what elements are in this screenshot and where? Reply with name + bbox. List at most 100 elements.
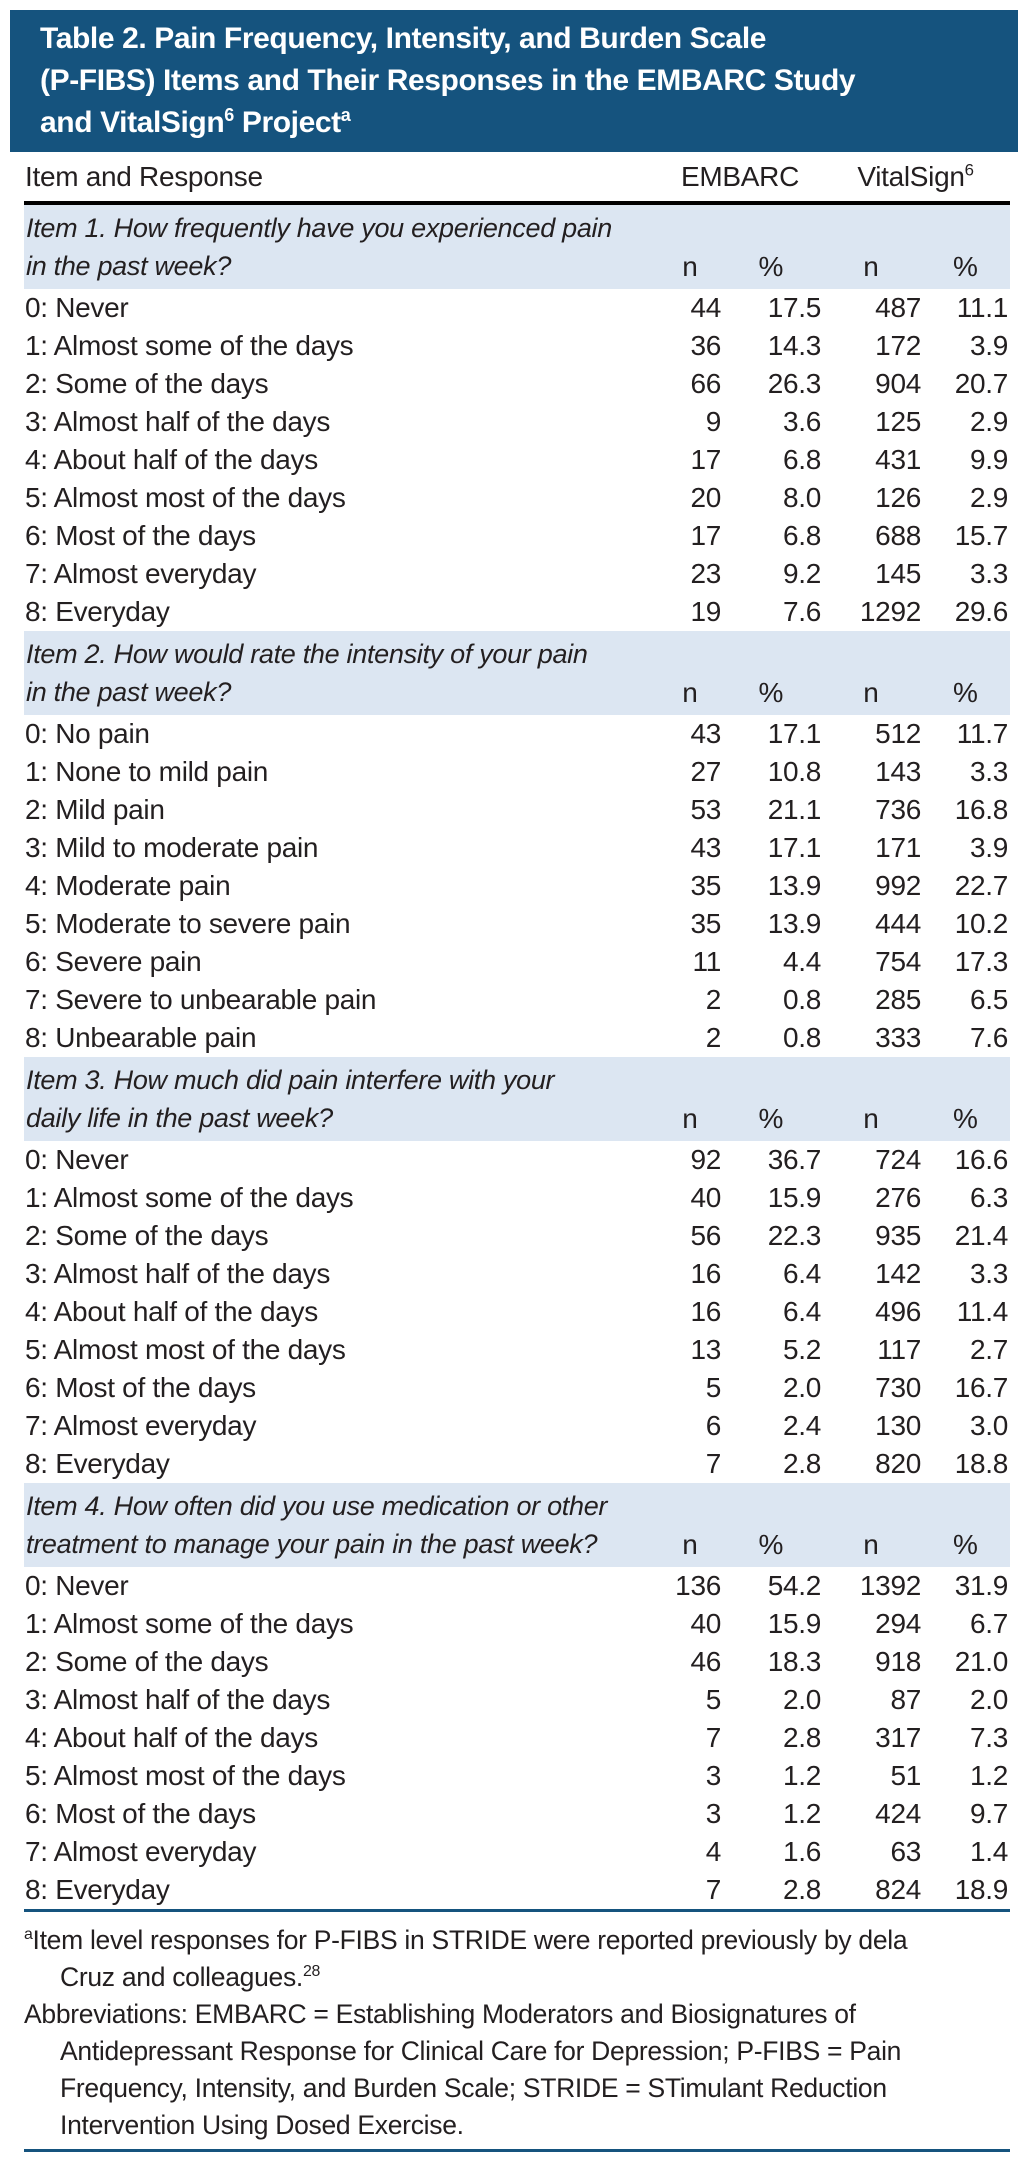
footnote-a: aItem level responses for P-FIBS in STRI… — [24, 1925, 908, 1992]
response-value: 66 — [690, 368, 721, 399]
response-value: 17 — [690, 444, 721, 475]
response-value: 15.9 — [767, 1182, 822, 1213]
response-value: 35 — [690, 870, 721, 901]
response-value: 145 — [875, 558, 921, 589]
response-label: 0: Never — [25, 1570, 129, 1601]
response-value: 6.4 — [782, 1258, 821, 1289]
response-value: 317 — [875, 1722, 921, 1753]
response-value: 2.7 — [969, 1334, 1009, 1365]
response-value: 7.6 — [782, 596, 821, 627]
response-value: 15.7 — [954, 520, 1009, 551]
response-value: 17.1 — [767, 718, 822, 749]
response-row: 6: Most of the days 17 6.8 688 15.7 — [24, 517, 1010, 555]
subcolumn-label: n — [659, 1483, 721, 1567]
response-value: 143 — [875, 756, 921, 787]
response-label: 8: Everyday — [25, 596, 170, 627]
response-row: 8: Everyday 7 2.8 824 18.9 — [24, 1871, 1010, 1909]
pfibs-responses-table: Item and Response EMBARC VitalSign6 Item… — [24, 152, 1011, 1909]
response-value: 2.0 — [782, 1684, 821, 1715]
response-value: 54.2 — [767, 1570, 822, 1601]
response-value: 22.3 — [767, 1220, 822, 1251]
item-question: Item 2. How would rate the intensity of … — [24, 631, 659, 715]
response-value: 17.3 — [954, 946, 1009, 977]
item-question: Item 1. How frequently have you experien… — [24, 203, 659, 289]
response-label: 4: About half of the days — [25, 1722, 318, 1753]
column-header-vitalsign: VitalSign6 — [821, 152, 1011, 205]
response-value: 130 — [875, 1410, 921, 1441]
response-value: 18.9 — [954, 1874, 1009, 1905]
response-value: 2.9 — [969, 406, 1009, 437]
subcolumn-label: % — [721, 631, 821, 715]
response-value: 9 — [705, 406, 722, 437]
response-value: 7.6 — [969, 1022, 1009, 1053]
response-value: 36 — [690, 330, 721, 361]
subcolumn-label: n — [821, 1483, 921, 1567]
response-value: 29.6 — [954, 596, 1009, 627]
response-value: 17.5 — [767, 292, 822, 323]
response-label: 3: Almost half of the days — [25, 406, 331, 437]
response-value: 23 — [690, 558, 721, 589]
response-row: 4: About half of the days 17 6.8 431 9.9 — [24, 441, 1010, 479]
response-value: 142 — [875, 1258, 921, 1289]
response-value: 21.4 — [954, 1220, 1009, 1251]
response-row: 3: Mild to moderate pain 43 17.1 171 3.9 — [24, 829, 1010, 867]
response-row: 5: Almost most of the days 3 1.2 51 1.2 — [24, 1757, 1010, 1795]
response-value: 7 — [705, 1722, 722, 1753]
response-value: 18.3 — [767, 1646, 822, 1677]
response-value: 117 — [877, 1334, 921, 1365]
response-row: 8: Unbearable pain 2 0.8 333 7.6 — [24, 1019, 1010, 1057]
subcolumn-label: % — [921, 1483, 1011, 1567]
response-value: 730 — [875, 1372, 921, 1403]
footnote-marker-a: a — [24, 1926, 33, 1944]
item-question: Item 3. How much did pain interfere with… — [24, 1057, 659, 1141]
response-value: 10.2 — [954, 908, 1009, 939]
response-label: 7: Almost everyday — [25, 1410, 257, 1441]
response-value: 22.7 — [954, 870, 1009, 901]
response-value: 1292 — [859, 596, 921, 627]
response-value: 126 — [875, 482, 921, 513]
response-value: 171 — [875, 832, 921, 863]
vitalsign-superscript-6: 6 — [224, 105, 234, 125]
response-label: 2: Mild pain — [25, 794, 165, 825]
response-value: 444 — [875, 908, 921, 939]
response-value: 35 — [690, 908, 721, 939]
response-value: 3.3 — [969, 558, 1009, 589]
response-row: 1: Almost some of the days 40 15.9 294 6.7 — [24, 1605, 1010, 1643]
response-label: 8: Everyday — [25, 1874, 170, 1905]
response-row: 0: Never 92 36.7 724 16.6 — [24, 1141, 1010, 1179]
response-value: 36.7 — [767, 1144, 822, 1175]
response-row: 5: Almost most of the days 20 8.0 126 2.9 — [24, 479, 1010, 517]
subcolumn-label: n — [659, 631, 721, 715]
response-value: 26.3 — [767, 368, 822, 399]
response-value: 53 — [690, 794, 721, 825]
table-title-line-1: Table 2. Pain Frequency, Intensity, and … — [40, 22, 767, 55]
response-value: 11.4 — [956, 1296, 1009, 1327]
response-value: 6 — [705, 1410, 722, 1441]
response-value: 3.6 — [782, 406, 821, 437]
response-value: 19 — [690, 596, 721, 627]
response-value: 31.9 — [954, 1570, 1009, 1601]
response-value: 13.9 — [767, 908, 822, 939]
response-label: 7: Almost everyday — [25, 1836, 257, 1867]
response-label: 5: Almost most of the days — [25, 1334, 346, 1365]
response-value: 285 — [875, 984, 921, 1015]
response-value: 9.7 — [969, 1798, 1009, 1829]
response-value: 46 — [690, 1646, 721, 1677]
response-value: 172 — [875, 330, 921, 361]
response-row: 6: Most of the days 5 2.0 730 16.7 — [24, 1369, 1010, 1407]
response-value: 736 — [875, 794, 921, 825]
response-value: 136 — [675, 1570, 721, 1601]
response-row: 5: Almost most of the days 13 5.2 117 2.7 — [24, 1331, 1010, 1369]
response-value: 3 — [705, 1760, 722, 1791]
response-value: 16.7 — [954, 1372, 1009, 1403]
response-label: 2: Some of the days — [25, 1220, 269, 1251]
response-label: 0: Never — [25, 292, 129, 323]
subcolumn-label: n — [821, 1057, 921, 1141]
response-row: 7: Severe to unbearable pain 2 0.8 285 6.5 — [24, 981, 1010, 1019]
abbreviations-line: Abbreviations: EMBARC = Establishing Mod… — [24, 1999, 856, 2029]
response-value: 87 — [890, 1684, 921, 1715]
response-value: 3.3 — [969, 1258, 1009, 1289]
column-header-row: Item and Response EMBARC VitalSign6 — [24, 152, 1011, 205]
response-label: 4: Moderate pain — [25, 870, 231, 901]
response-row: 6: Most of the days 3 1.2 424 9.7 — [24, 1795, 1010, 1833]
